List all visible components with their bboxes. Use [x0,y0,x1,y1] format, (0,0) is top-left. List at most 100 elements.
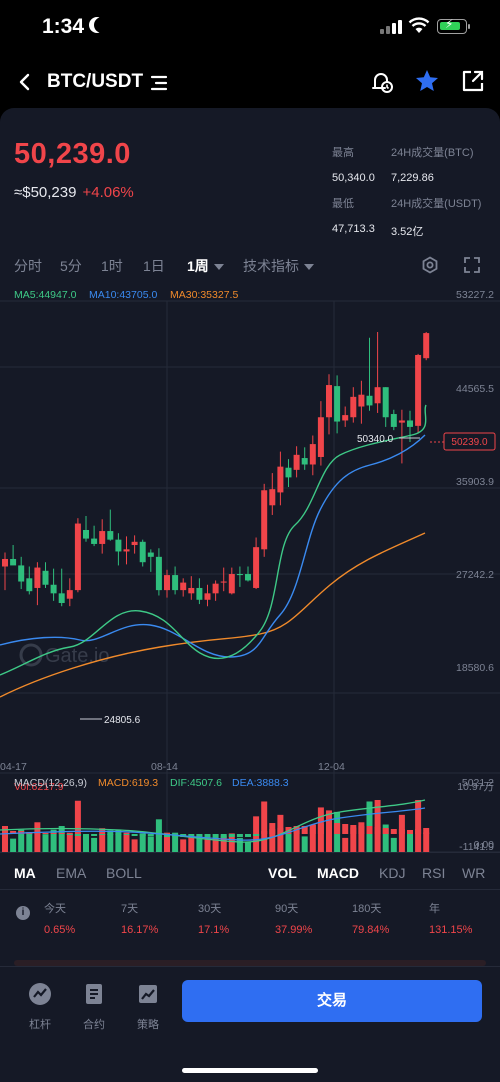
ind-tab-wr[interactable]: WR [462,865,486,881]
tf-1h[interactable]: 1时 [101,258,123,274]
ind-tab-macd[interactable]: MACD [317,865,359,881]
status-bar: 1:34 ⚡ [0,0,500,58]
share-icon[interactable] [460,68,486,94]
macd-bar [155,834,162,837]
macd-bar [204,834,211,838]
candle-body [123,549,130,552]
tf-5m[interactable]: 5分 [60,258,82,274]
volume-bar [123,832,130,852]
volume-bar [342,837,349,852]
candle-body [42,570,49,585]
tf-indicators[interactable]: 技术指标 [243,256,314,276]
ind-tab-ma[interactable]: MA [14,865,36,881]
ind-tab-ema[interactable]: EMA [56,865,87,881]
volume-bar [309,824,316,852]
return-item: 180天 79.84% [352,903,390,936]
ma10-line [0,434,426,658]
candle-body [18,565,25,582]
kline-chart[interactable]: MA5:44947.0 MA10:43705.0 MA30:35327.5 53… [0,285,500,852]
candle-body [228,574,235,594]
volume-bar [204,837,211,852]
ind-tab-rsi[interactable]: RSI [422,865,446,881]
strategy-button[interactable]: 策略 [128,981,168,1032]
macd-bar [334,823,341,834]
pair-title[interactable]: BTC/USDT [47,71,144,92]
macd-bar [58,833,65,834]
moon-icon [94,17,110,33]
candle-body [155,556,162,591]
info-icon[interactable]: i [16,906,30,920]
price-alert-icon[interactable] [368,68,394,94]
volume-bar [293,830,300,852]
fullscreen-icon[interactable] [463,256,481,274]
macd-bar [107,834,114,835]
ma30-line [0,532,426,698]
macd-bar [164,834,170,837]
stat-volume-btc: 24H成交量(BTC) 7,229.86 [391,147,474,184]
candle-body [285,467,292,478]
ma10-legend: MA10:43705.0 [89,289,157,301]
chart-settings-icon[interactable] [421,256,439,274]
candle-body [180,582,187,591]
volume-bar [245,841,251,852]
macd-chart: MACD(12,26,9) MACD:619.3 DIF:4507.6 DEA:… [0,777,494,852]
candle-body [139,541,146,563]
back-chevron-icon[interactable] [16,70,34,94]
candle-body [196,587,203,600]
candle-body [26,578,33,592]
candle-body [350,396,357,418]
macd-bar [423,828,430,834]
strategy-icon [139,985,157,1003]
home-indicator [182,1068,318,1073]
tf-timeline[interactable]: 分时 [14,258,42,274]
volume-bar [358,822,365,852]
trade-button[interactable]: 交易 [182,980,482,1022]
volume-bar [212,837,219,852]
macd-bar [83,834,89,836]
volume-bar [10,838,17,852]
volume-bar [66,832,73,852]
futures-button[interactable]: 合约 [74,981,114,1032]
vol-axis-min: 0.00 [474,839,495,851]
volume-bar [2,826,8,852]
candle-body [415,354,422,426]
svg-text:Gate.io: Gate.io [45,645,109,667]
candle-body [269,489,276,506]
chevron-down-icon [304,264,314,271]
macd-bar [42,833,49,834]
volume-bar [139,833,146,852]
macd-bar [66,834,73,835]
chevron-down-icon [213,264,224,271]
tf-1d[interactable]: 1日 [143,258,165,274]
margin-button[interactable]: 杠杆 [20,981,60,1032]
ind-tab-boll[interactable]: BOLL [106,865,142,881]
macd-legend: MACD(12,26,9) [14,777,87,789]
candle-body [34,567,41,588]
favorite-star-icon[interactable] [414,68,440,94]
candle-body [301,458,308,465]
pair-switch-menu-icon[interactable] [150,73,168,93]
candle-body [358,394,365,407]
candle-body [334,386,341,422]
period-returns: i 今天 0.65% 7天 16.17% 30天 17.1% 90天 37.99% 18… [0,890,500,942]
return-item: 年 131.15% [429,903,473,936]
tf-1w[interactable]: 1周 [187,256,224,276]
ind-tab-kdj[interactable]: KDJ [379,865,406,881]
volume-bar [74,800,81,852]
volume-bar [220,835,227,852]
candle-body [261,490,268,550]
ind-tab-vol[interactable]: VOL [268,865,297,881]
macd-bar [253,834,260,836]
volume-bar [83,834,89,852]
futures-icon [86,984,102,1004]
macd-bar [366,826,373,834]
candle-body [407,420,413,427]
candle-body [164,575,170,591]
candle-body [50,584,57,594]
candle-body [2,558,8,567]
candle-body [236,574,243,576]
macd-axis-max: 5021.2 [462,777,494,789]
candles-layer [2,331,430,607]
candle-body [423,333,430,359]
volume-bar [390,837,397,852]
